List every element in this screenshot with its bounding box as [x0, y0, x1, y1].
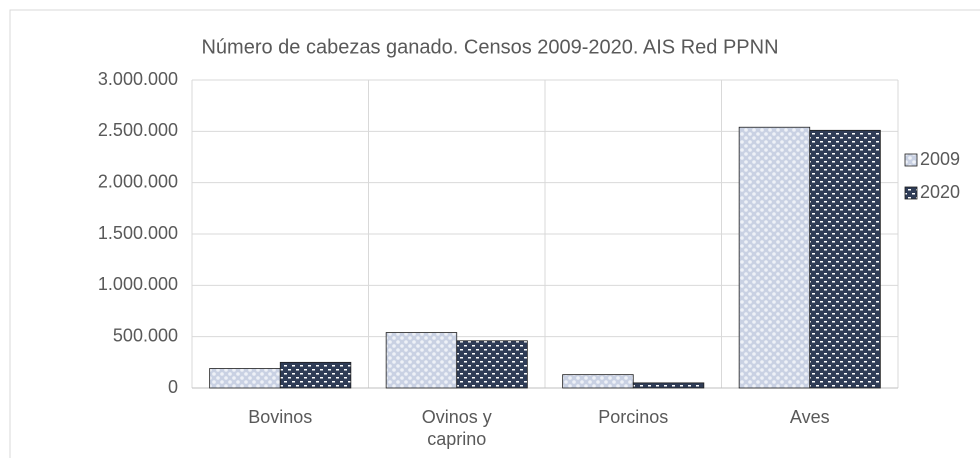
y-tick-label: 0	[168, 377, 178, 397]
y-tick-label: 2.000.000	[98, 171, 178, 191]
legend-swatch	[904, 153, 918, 167]
bar	[209, 368, 281, 389]
x-tick-label: Aves	[789, 407, 830, 427]
legend-label: 2020	[920, 182, 960, 202]
y-tick-label: 2.500.000	[98, 120, 178, 140]
y-tick-label: 3.000.000	[98, 69, 178, 89]
legend-label: 2009	[920, 149, 960, 169]
x-tick-label: Ovinos y caprino	[421, 407, 492, 449]
y-tick-label: 1.500.000	[98, 223, 178, 243]
x-tick-label: Porcinos	[598, 407, 669, 427]
bar	[385, 332, 458, 389]
x-tick-label: Bovinos	[248, 407, 313, 427]
legend-swatch	[904, 186, 918, 200]
bar	[279, 361, 352, 389]
bar	[809, 129, 881, 389]
chart-title: Número de cabezas ganado. Censos 2009-20…	[201, 36, 778, 58]
bar	[456, 340, 528, 389]
bar	[738, 126, 811, 389]
bar	[632, 382, 705, 389]
y-tick-label: 1.000.000	[98, 274, 178, 294]
y-tick-label: 500.000	[113, 325, 178, 345]
bar	[562, 374, 634, 389]
